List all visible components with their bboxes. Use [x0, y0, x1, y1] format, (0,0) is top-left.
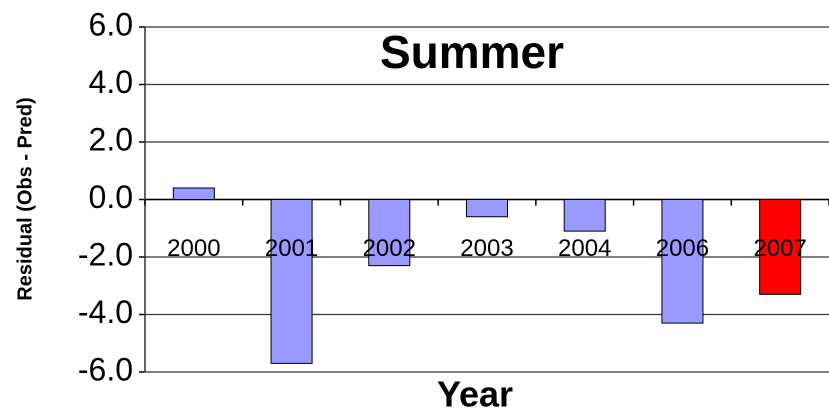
bar	[465, 199, 509, 218]
y-axis-label: Residual (Obs - Pred)	[14, 97, 36, 300]
y-tick-label: 2.0	[89, 121, 133, 157]
bar	[563, 199, 606, 232]
x-tick-label: 2007	[753, 235, 806, 262]
y-tick-label: -6.0	[78, 351, 133, 387]
y-tick-label: 4.0	[89, 64, 133, 100]
bar	[172, 187, 215, 200]
bar	[661, 199, 704, 324]
chart-title: Summer	[380, 26, 564, 78]
x-tick-label: 2002	[363, 235, 416, 262]
x-tick-label: 2004	[558, 235, 611, 262]
bar	[368, 199, 411, 267]
y-tick-label: 6.0	[89, 6, 133, 42]
y-tick-label: 0.0	[89, 179, 133, 215]
x-tick-label: 2003	[460, 235, 513, 262]
bar	[270, 199, 313, 364]
x-tick-label: 2001	[265, 235, 318, 262]
x-tick-label: 2000	[167, 235, 220, 262]
x-tick-label: 2006	[656, 235, 709, 262]
y-tick-label: -4.0	[78, 294, 133, 330]
bar	[759, 199, 802, 295]
x-axis-label: Year	[437, 374, 513, 415]
y-tick-label: -2.0	[78, 236, 133, 272]
